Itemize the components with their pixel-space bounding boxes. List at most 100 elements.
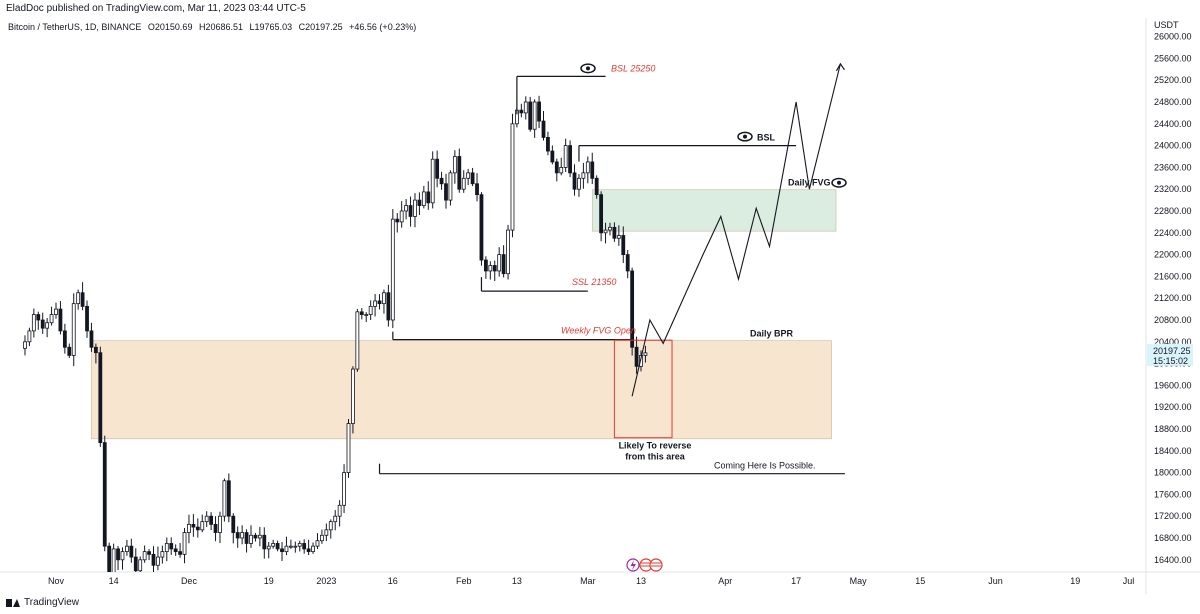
- time-tick-label: 16: [388, 576, 398, 586]
- candle-bear: [546, 137, 550, 152]
- candle-bull: [399, 210, 404, 223]
- candle-bull: [523, 101, 528, 114]
- daily-fvg-zone[interactable]: [591, 189, 837, 232]
- candle-bear: [550, 150, 555, 163]
- event-markers[interactable]: [626, 558, 663, 572]
- daily-bpr-label: Daily BPR: [750, 329, 794, 339]
- price-tick-label: 19200.00: [1154, 402, 1192, 412]
- candle-bear: [630, 270, 635, 348]
- candle-bear: [151, 553, 156, 566]
- candle-bull: [31, 314, 36, 332]
- candle-bull: [466, 172, 471, 179]
- price-tick-label: 24800.00: [1154, 97, 1192, 107]
- candle-bull: [204, 515, 209, 523]
- candle-bear: [426, 191, 431, 204]
- candle-bear: [306, 548, 311, 553]
- reverse-label-line2: from this area: [625, 452, 686, 462]
- candle-bull: [404, 205, 409, 212]
- time-tick-label: 17: [791, 576, 801, 586]
- price-chart[interactable]: USDT 16400.00 16800.00 17200.00 17600.00 1800…: [0, 18, 1200, 596]
- daily-bpr-zone[interactable]: [91, 340, 832, 440]
- candle-bull: [390, 218, 395, 321]
- candle-bull: [488, 265, 493, 272]
- candle-bull: [608, 226, 612, 231]
- candle-bull: [284, 545, 289, 553]
- candle-bull: [293, 545, 298, 548]
- candles-group: [23, 95, 648, 572]
- time-tick-label: Dec: [181, 576, 198, 586]
- ssl-label: SSL 21350: [572, 277, 616, 287]
- time-tick-label: 19: [264, 576, 274, 586]
- ohlc-high: H20686.51: [198, 22, 244, 32]
- candle-bull: [616, 235, 621, 239]
- candle-bull: [368, 305, 373, 315]
- symbol-name[interactable]: Bitcoin / TetherUS, 1D, BINANCE: [8, 22, 142, 32]
- candle-bear: [594, 177, 599, 196]
- candle-bull: [559, 166, 564, 174]
- candle-bear: [116, 548, 120, 561]
- candle-bear: [231, 515, 236, 533]
- candle-bull: [373, 300, 377, 307]
- eye-pupil: [837, 180, 841, 185]
- candle-bull: [200, 521, 205, 531]
- last-price-box: [1147, 343, 1193, 366]
- candle-bull: [603, 229, 608, 234]
- candle-bear: [102, 442, 107, 547]
- price-tick-label: 21600.00: [1154, 271, 1192, 281]
- eye-icon: [737, 131, 753, 142]
- candle-bear: [457, 156, 462, 190]
- symbol-info-bar: Bitcoin / TetherUS, 1D, BINANCE O20150.6…: [8, 22, 420, 32]
- price-tick-label: 19600.00: [1154, 380, 1192, 390]
- candle-bear: [612, 226, 617, 239]
- candle-bull: [271, 543, 276, 547]
- candle-bear: [377, 300, 382, 305]
- time-tick-label: Jul: [1123, 576, 1135, 586]
- time-tick-label: 13: [636, 576, 646, 586]
- time-tick-label: 19: [1070, 576, 1080, 586]
- candle-bull: [342, 472, 346, 506]
- candle-bear: [435, 158, 440, 179]
- candle-bull: [249, 534, 253, 544]
- candle-bull: [315, 540, 320, 547]
- price-tick-label: 23600.00: [1154, 162, 1192, 172]
- candle-bull: [288, 545, 293, 548]
- candle-bull: [581, 172, 586, 179]
- candle-bull: [240, 532, 245, 539]
- weekly-fvg-label: Weekly FVG Open: [561, 326, 636, 336]
- candle-bull: [142, 551, 147, 561]
- candle-bear: [280, 548, 284, 553]
- candle-bull: [364, 314, 369, 316]
- reverse-label-line1: Likely To reverse: [619, 441, 692, 451]
- candle-bull: [452, 156, 457, 174]
- candle-bear: [528, 101, 533, 130]
- candle-bear: [107, 545, 112, 572]
- price-tick-label: 16800.00: [1154, 533, 1192, 543]
- time-axis[interactable]: Nov 14 Dec 19 2023 16 Feb 13 Mar 13 Apr 17 May 15 Jun 1…: [48, 576, 1134, 586]
- candle-bull: [218, 515, 222, 533]
- flag-event-icon[interactable]: [649, 558, 663, 572]
- time-tick-label: 13: [512, 576, 522, 586]
- tradingview-logo-icon: [6, 598, 20, 607]
- price-tick-label: 25600.00: [1154, 53, 1192, 63]
- price-tick-label: 25200.00: [1154, 75, 1192, 85]
- price-tick-label: 22800.00: [1154, 206, 1192, 216]
- candle-bear: [444, 183, 448, 201]
- candle-bear: [537, 101, 541, 122]
- candle-bear: [302, 543, 307, 550]
- ohlc-change: +46.56 (+0.23%): [349, 22, 417, 32]
- price-tick-label: 22000.00: [1154, 250, 1192, 260]
- candle-bull: [76, 292, 81, 305]
- candle-bull: [532, 101, 537, 130]
- candle-bull: [125, 545, 129, 553]
- price-axis[interactable]: 16400.00 16800.00 17200.00 17600.00 18000.00…: [1154, 32, 1192, 565]
- reversal-box[interactable]: [613, 339, 673, 439]
- projection-path[interactable]: [631, 63, 841, 397]
- price-tick-label: 18800.00: [1154, 424, 1192, 434]
- time-tick-label: May: [850, 576, 868, 586]
- candle-bull: [222, 480, 227, 517]
- candle-bear: [129, 545, 134, 558]
- candle-bull: [320, 534, 324, 542]
- top-bar: EladDoc published on TradingView.com, Ma…: [0, 0, 1200, 16]
- candle-bear: [169, 543, 174, 550]
